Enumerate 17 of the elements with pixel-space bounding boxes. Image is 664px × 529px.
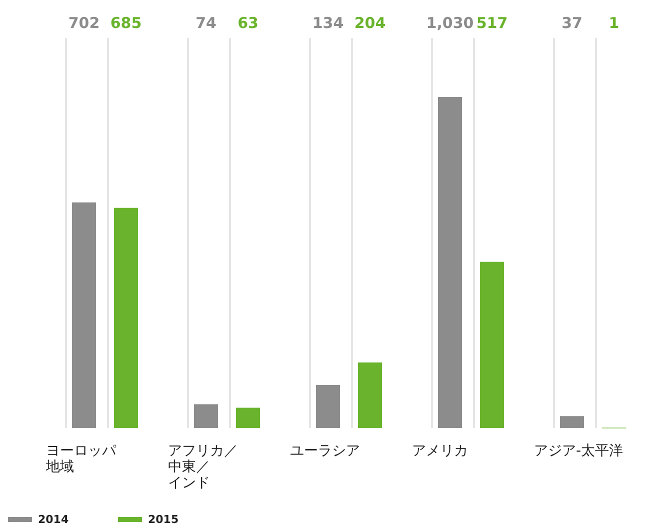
label-bar: 685 [110, 14, 142, 32]
x-tick-label: アメリカ [412, 443, 468, 459]
label-bar: 74 [196, 14, 216, 32]
x-tick-label: アフリカ／中東／インド [168, 443, 238, 491]
label-bar: 702 [68, 14, 100, 32]
label-bar: 517 [476, 14, 508, 32]
x-tick-label: ユーラシア [290, 443, 360, 459]
label-bar: 37 [562, 14, 582, 32]
label-bar: 1,030 [426, 14, 474, 32]
legend-label: 2015 [148, 513, 179, 526]
label-bar: 204 [354, 14, 386, 32]
x-tick-label: ヨーロッパ地域 [45, 443, 117, 475]
label-bar: 63 [238, 14, 258, 32]
legend-label: 2014 [38, 513, 69, 526]
x-tick-label: アジア-太平洋 [534, 443, 624, 459]
label-bar: 134 [312, 14, 344, 32]
label-bar: 1 [608, 14, 620, 32]
